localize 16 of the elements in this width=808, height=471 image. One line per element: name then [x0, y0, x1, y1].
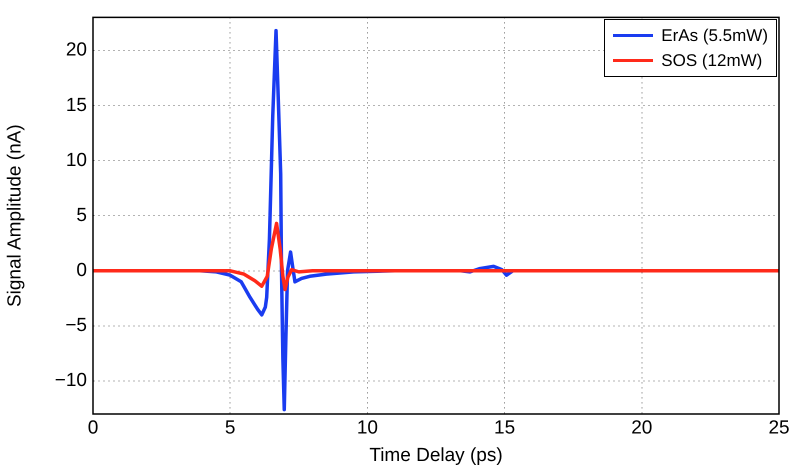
x-tick-label: 20	[631, 418, 652, 439]
y-tick-label: −5	[65, 315, 87, 336]
x-tick-label: 10	[356, 418, 378, 439]
y-tick-label: 20	[66, 40, 87, 61]
y-tick-label: 10	[66, 150, 87, 171]
y-axis-title: Signal Amplitude (nA)	[4, 124, 26, 308]
x-tick-label: 15	[494, 418, 516, 439]
x-tick-label: 5	[224, 418, 236, 439]
legend-label: ErAs (5.5mW)	[661, 26, 768, 46]
y-tick-label: 0	[76, 260, 87, 282]
x-axis-title: Time Delay (ps)	[369, 444, 503, 466]
y-tick-label: 5	[76, 204, 87, 226]
y-tick-label: −10	[54, 370, 87, 392]
y-tick-label: 15	[66, 94, 87, 116]
x-tick-label: 25	[768, 418, 790, 439]
legend-label: SOS (12mW)	[661, 50, 762, 71]
